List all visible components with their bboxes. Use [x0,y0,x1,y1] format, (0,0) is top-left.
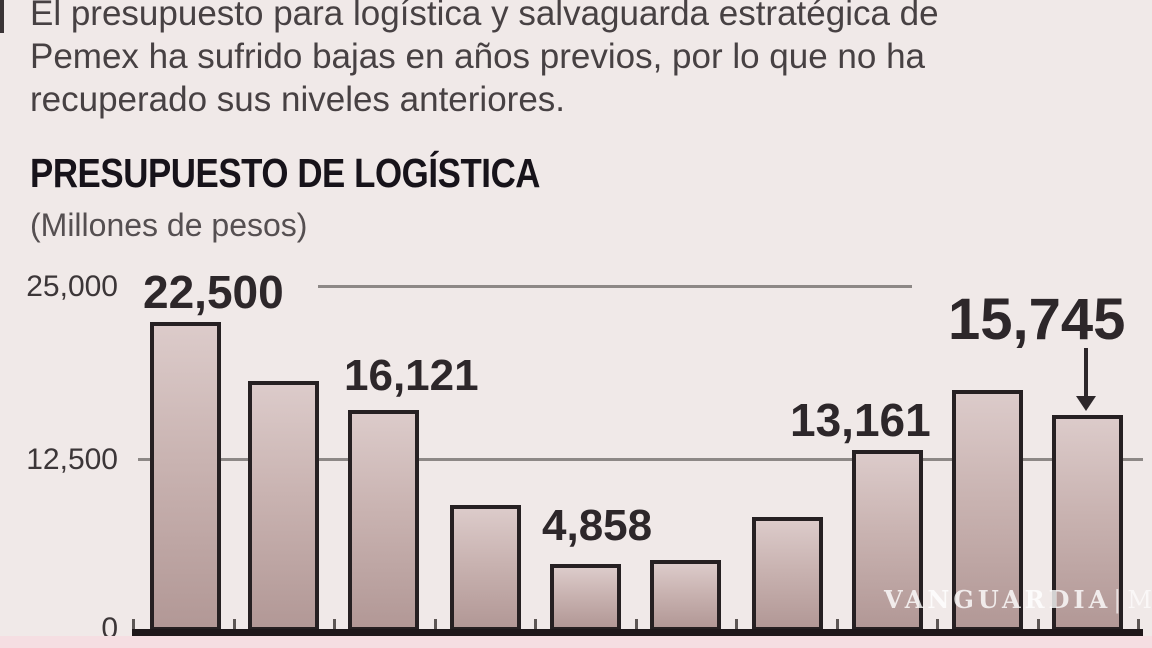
intro-line-2: Pemex ha sufrido bajas en años previos, … [30,37,926,76]
x-axis-tick-0 [132,619,135,630]
intro-line-3: recuperado sus niveles anteriores. [30,80,566,119]
x-axis-tick-5 [635,619,638,630]
bar-8 [852,450,923,631]
x-axis-tick-6 [735,619,738,630]
y-axis-tick-25000: 25,000 [26,270,118,303]
chart-title: PRESUPUESTO DE LOGÍSTICA [30,150,541,196]
bar-value-label-1: 22,500 [143,266,284,318]
arrow-head [1076,396,1096,411]
gridline-12500 [138,458,1143,461]
bar-value-label-8: 13,161 [790,394,931,446]
watermark-separator: | [1113,586,1126,614]
intro-line-1: El presupuesto para logística y salvagua… [30,0,939,33]
bar-2 [248,381,319,631]
bar-5 [550,564,621,631]
bar-9 [952,390,1023,631]
x-axis-baseline [132,629,1143,636]
x-axis-tick-8 [936,619,939,630]
x-axis-tick-7 [836,619,839,630]
bar-7 [752,517,823,631]
watermark-suffix: MX [1127,586,1152,614]
bar-value-label-3: 16,121 [344,351,479,400]
x-axis-tick-10 [1137,619,1140,630]
x-axis-tick-2 [333,619,336,630]
bar-4 [450,505,521,631]
arrow-stem [1084,348,1088,398]
bar-3 [348,410,419,631]
watermark-brand: VANGUARDIA [884,585,1112,614]
crop-edge-artifact [0,0,4,33]
x-axis-tick-1 [233,619,236,630]
x-axis-tick-4 [534,619,537,630]
gridline-25000 [318,285,912,288]
y-axis-tick-12500: 12,500 [26,443,118,476]
x-axis-tick-3 [434,619,437,630]
bottom-strip [0,636,1152,648]
annotation-arrow-icon [1070,348,1102,412]
bar-value-label-10: 15,745 [948,287,1126,352]
bar-1 [150,322,221,631]
bar-value-label-5: 4,858 [542,501,653,550]
watermark: VANGUARDIA|MX [884,585,1152,614]
bar-6 [650,560,721,631]
intro-paragraph: El presupuesto para logística y salvagua… [30,0,1130,121]
x-axis-tick-9 [1037,619,1040,630]
chart-units-subtitle: (Millones de pesos) [30,207,308,243]
